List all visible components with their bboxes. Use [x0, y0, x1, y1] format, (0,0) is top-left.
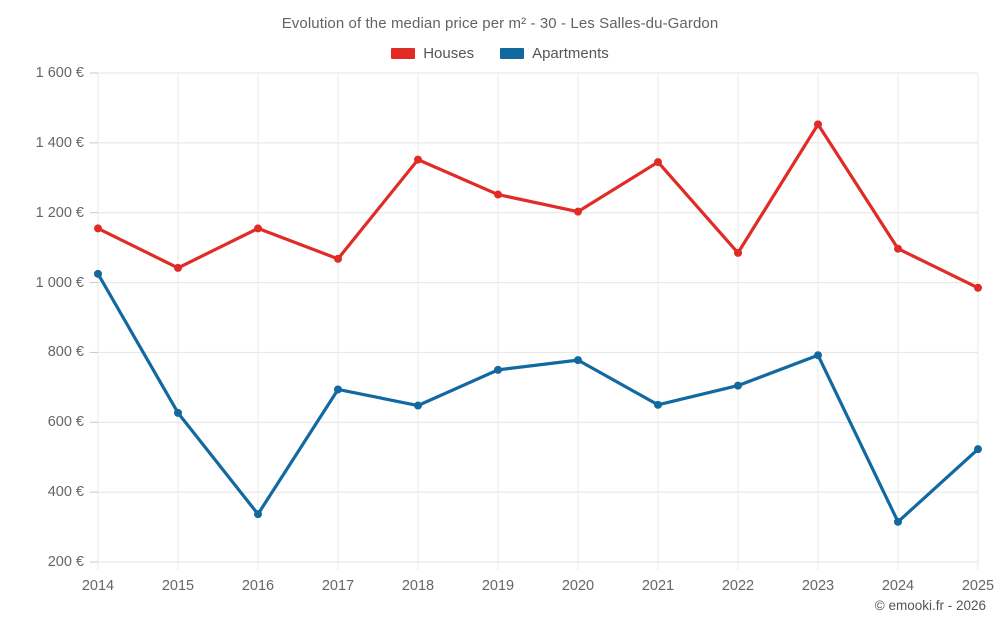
x-axis-tick-label: 2016 [241, 578, 275, 594]
x-axis-tick-label: 2019 [481, 578, 515, 594]
data-point-houses[interactable] [814, 120, 822, 129]
x-axis-tick-label: 2024 [881, 578, 915, 594]
x-axis-tick-label: 2025 [961, 578, 995, 594]
y-axis-tick-label: 600 € [47, 414, 84, 431]
credit-text: © emooki.fr - 2026 [874, 598, 986, 613]
data-point-houses[interactable] [494, 190, 502, 199]
x-axis-tick-label: 2018 [401, 578, 435, 594]
y-axis-tick-label: 1 600 € [35, 65, 84, 81]
series-line-apartments [96, 272, 980, 524]
x-axis-tick-label: 2015 [161, 578, 195, 594]
data-point-apartments[interactable] [494, 365, 502, 374]
data-point-houses[interactable] [654, 158, 662, 167]
legend-label-houses: Houses [423, 45, 475, 62]
data-point-apartments[interactable] [814, 351, 822, 360]
data-point-apartments[interactable] [174, 408, 182, 417]
y-axis-tick-label: 800 € [47, 344, 84, 361]
x-axis-tick-label: 2021 [641, 578, 675, 594]
data-point-apartments[interactable] [974, 445, 982, 454]
x-axis-tick-label: 2014 [81, 578, 115, 594]
legend-swatch-houses [391, 48, 416, 59]
data-point-houses[interactable] [894, 244, 902, 253]
legend-label-apartments: Apartments [532, 45, 609, 62]
legend-item-apartments[interactable]: Apartments [500, 45, 609, 62]
y-axis-tick-label: 1 200 € [35, 204, 84, 221]
data-point-apartments[interactable] [94, 269, 102, 278]
data-point-apartments[interactable] [254, 510, 262, 519]
data-point-apartments[interactable] [334, 385, 342, 394]
data-point-houses[interactable] [334, 254, 342, 263]
y-axis-tick-label: 200 € [47, 554, 84, 570]
data-point-apartments[interactable] [654, 400, 662, 409]
x-axis-tick-label: 2023 [801, 578, 835, 594]
data-point-apartments[interactable] [414, 401, 422, 410]
data-point-houses[interactable] [254, 224, 262, 233]
x-axis-tick-label: 2022 [721, 578, 755, 594]
chart-title: Evolution of the median price per m² - 3… [281, 15, 719, 32]
y-axis-tick-label: 1 000 € [35, 274, 84, 291]
data-point-houses[interactable] [734, 248, 742, 257]
data-point-apartments[interactable] [734, 381, 742, 390]
data-point-apartments[interactable] [894, 517, 902, 526]
y-axis-tick-label: 400 € [47, 484, 84, 501]
y-axis-tick-label: 1 400 € [35, 134, 84, 151]
chart-legend: Houses Apartments [0, 45, 1000, 62]
data-point-houses[interactable] [414, 155, 422, 164]
data-point-houses[interactable] [974, 283, 982, 292]
data-point-houses[interactable] [574, 207, 582, 216]
legend-swatch-apartments [500, 48, 525, 59]
legend-item-houses[interactable]: Houses [391, 45, 474, 62]
data-point-houses[interactable] [94, 224, 102, 233]
data-point-apartments[interactable] [574, 356, 582, 365]
data-point-houses[interactable] [174, 263, 182, 272]
series-line-houses [96, 122, 980, 290]
x-axis-tick-label: 2020 [561, 578, 595, 594]
x-axis-tick-label: 2017 [321, 578, 355, 594]
